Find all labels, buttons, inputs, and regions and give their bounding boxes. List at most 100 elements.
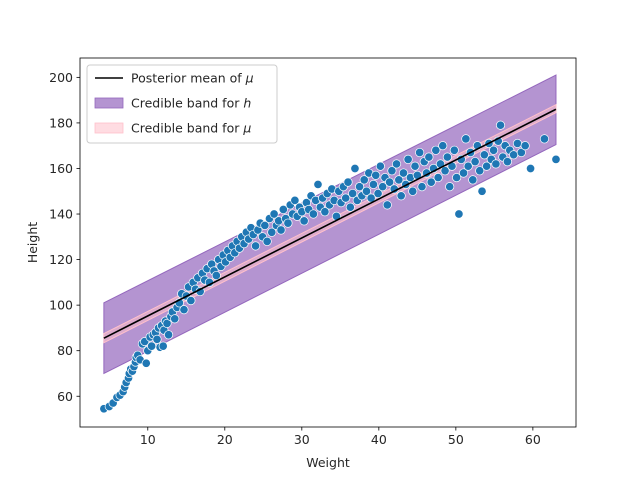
scatter-point <box>491 159 501 169</box>
y-tick-label: 160 <box>49 161 73 176</box>
posterior-mean-line-group <box>103 108 557 339</box>
scatter-point <box>164 330 174 340</box>
scatter-point <box>470 157 480 167</box>
scatter-point <box>438 141 448 151</box>
x-tick-label: 40 <box>371 432 387 447</box>
y-tick-label: 180 <box>49 115 73 130</box>
scatter-point <box>276 225 286 235</box>
scatter-point <box>371 170 381 180</box>
scatter-point <box>290 195 300 205</box>
x-axis-ticks: 10 20 30 40 50 60 <box>140 427 541 447</box>
scatter-point <box>512 138 523 148</box>
scatter-point <box>461 134 471 144</box>
scatter-point <box>454 209 464 219</box>
scatter-point <box>520 141 530 151</box>
posterior-mean-line <box>103 108 557 339</box>
x-axis-label: Weight <box>306 455 350 470</box>
scatter-point <box>262 236 272 246</box>
scatter-point <box>147 341 157 351</box>
scatter-point <box>141 358 151 368</box>
x-tick-label: 20 <box>217 432 233 447</box>
scatter-point <box>431 145 441 155</box>
scatter-point <box>410 161 420 171</box>
legend: Posterior mean of μ Credible band for h Cr… <box>86 64 278 144</box>
scatter-point <box>442 152 452 162</box>
x-tick-label: 10 <box>140 432 156 447</box>
scatter-point <box>186 296 196 306</box>
scatter-point <box>373 188 383 199</box>
scatter-point <box>361 186 372 196</box>
scatter-point <box>308 209 318 219</box>
scatter-point <box>251 241 261 251</box>
scatter-point <box>551 154 561 164</box>
y-axis-label: Height <box>25 222 40 263</box>
scatter-point <box>313 179 323 189</box>
scatter-point <box>433 173 443 183</box>
scatter-point <box>385 177 395 187</box>
scatter-point <box>378 182 388 192</box>
scatter-point <box>489 145 499 155</box>
scatter-point <box>424 152 434 162</box>
y-tick-label: 200 <box>49 70 73 85</box>
scatter-point <box>269 209 279 219</box>
legend-label: Credible band for h <box>131 96 251 111</box>
x-tick-label: 50 <box>448 432 464 447</box>
scatter-point <box>509 150 519 160</box>
y-tick-label: 140 <box>49 207 73 222</box>
x-tick-label: 60 <box>525 432 541 447</box>
legend-box <box>86 64 278 144</box>
scatter-point <box>539 134 549 144</box>
scatter-point <box>426 177 436 187</box>
scatter-point <box>403 154 413 164</box>
scatter-point <box>396 191 406 201</box>
scatter-point <box>398 168 409 178</box>
scatter-point <box>179 305 189 315</box>
scatter-point <box>468 175 478 185</box>
scatter-point <box>482 161 492 171</box>
scatter-point <box>502 157 513 167</box>
scatter-point <box>345 202 355 212</box>
scatter-point <box>408 186 418 196</box>
scatter-point <box>267 227 277 237</box>
scatter-point <box>475 166 485 176</box>
scatter-point <box>477 186 487 196</box>
scatter-point <box>350 163 360 174</box>
scatter-point <box>343 177 353 187</box>
scatter-point <box>459 168 469 178</box>
scatter-point <box>260 220 270 230</box>
scatter-point <box>387 166 397 176</box>
scatter-point <box>417 182 427 192</box>
scatter-point <box>516 147 526 158</box>
legend-swatch-patch <box>94 97 124 109</box>
scatter-point <box>152 334 162 344</box>
scatter-point <box>162 318 172 328</box>
plot-frame <box>79 57 577 428</box>
scatter-point <box>394 175 404 185</box>
legend-label: Credible band for μ <box>131 121 251 136</box>
y-tick-label: 80 <box>57 343 73 358</box>
scatter-point <box>375 161 385 171</box>
y-tick-label: 100 <box>49 298 73 313</box>
scatter-point <box>495 120 506 130</box>
y-axis-ticks: 60 80 100 120 140 160 180 200 <box>49 70 80 404</box>
scatter-points <box>99 120 561 414</box>
scatter-point <box>526 163 536 174</box>
scatter-point <box>479 150 489 160</box>
scatter-point <box>348 188 358 199</box>
y-tick-label: 60 <box>57 389 73 404</box>
scatter-point <box>278 204 288 215</box>
scatter-point <box>299 216 309 226</box>
scatter-point <box>440 166 450 176</box>
scatter-point <box>463 161 473 171</box>
scatter-point <box>449 145 459 155</box>
scatter-point <box>341 193 351 203</box>
scatter-point <box>158 341 168 351</box>
scatter-point <box>415 147 425 158</box>
scatter-point <box>452 173 462 183</box>
scatter-point <box>382 200 392 210</box>
scatter-point <box>211 270 221 281</box>
scatter-point <box>391 159 402 169</box>
x-tick-label: 30 <box>294 432 310 447</box>
scatter-point <box>359 175 369 185</box>
